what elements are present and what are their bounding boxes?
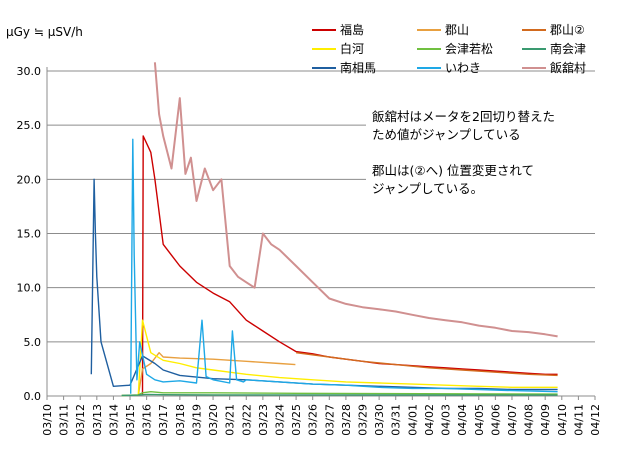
x-tick-label: 03/16 xyxy=(141,404,154,436)
x-tick-label: 04/07 xyxy=(506,404,519,436)
legend-label: 郡山② xyxy=(550,23,585,37)
y-tick-label: 5.0 xyxy=(24,336,42,349)
x-tick-label: 03/27 xyxy=(323,404,336,436)
x-tick-label: 03/22 xyxy=(240,404,253,436)
series-line-飯舘村 xyxy=(153,62,558,338)
y-tick-label: 25.0 xyxy=(17,119,42,132)
series-line-会津若松 xyxy=(121,391,558,397)
legend-label: 南相馬 xyxy=(340,60,376,75)
x-tick-label: 03/28 xyxy=(340,404,353,436)
series-line-郡山② xyxy=(296,352,558,377)
x-tick-label: 04/04 xyxy=(456,404,469,436)
x-tick-label: 04/06 xyxy=(489,404,502,436)
x-tick-label: 04/12 xyxy=(589,404,602,436)
series-line-いわき xyxy=(130,138,558,394)
x-tick-label: 03/26 xyxy=(307,404,320,436)
x-tick-label: 04/05 xyxy=(473,404,486,436)
x-tick-label: 03/17 xyxy=(157,404,170,436)
axes xyxy=(46,67,595,397)
legend-label: 飯舘村 xyxy=(550,60,586,75)
x-tick-label: 03/20 xyxy=(207,404,220,436)
legend-label: 南会津 xyxy=(550,41,586,56)
y-tick-label: 30.0 xyxy=(17,65,42,78)
y-tick-label: 0.0 xyxy=(24,390,42,403)
series-line-白河 xyxy=(121,319,558,397)
x-tick-label: 04/02 xyxy=(423,404,436,436)
annotation-box: 飯舘村はメータを2回切り替えた ため値がジャンプしている 郡山は(②へ) 位置変… xyxy=(366,102,596,202)
legend-label: 郡山 xyxy=(445,23,469,37)
y-tick-label: 10.0 xyxy=(17,282,42,295)
x-tick-label: 03/10 xyxy=(41,404,54,436)
legend-label: 白河 xyxy=(340,41,364,56)
x-tick-label: 03/19 xyxy=(190,404,203,436)
x-tick-label: 04/11 xyxy=(572,404,585,436)
y-tick-label: 15.0 xyxy=(17,228,42,241)
x-tick-label: 03/14 xyxy=(107,404,120,436)
series-line-南会津 xyxy=(121,393,558,397)
gridlines xyxy=(47,70,595,343)
x-tick-label: 03/15 xyxy=(124,404,137,436)
x-tick-label: 03/30 xyxy=(373,404,386,436)
x-tick-label: 04/03 xyxy=(440,404,453,436)
x-tick-label: 03/31 xyxy=(390,404,403,436)
x-tick-label: 04/08 xyxy=(523,404,536,436)
annotation-line-4: 郡山は(②へ) 位置変更されて xyxy=(372,163,534,178)
x-tick-label: 03/18 xyxy=(174,404,187,436)
y-tick-labels: 0.0 5.0 10.0 15.0 20.0 25.0 30.0 xyxy=(17,65,42,403)
series-lines xyxy=(90,62,558,397)
x-tick-label: 03/13 xyxy=(91,404,104,436)
y-axis-label: μGy ≒ μSV/h xyxy=(6,25,83,39)
x-tick-label: 03/23 xyxy=(257,404,270,436)
x-tick-label: 04/10 xyxy=(556,404,569,436)
legend-label: 会津若松 xyxy=(445,42,493,56)
x-tick-label: 04/01 xyxy=(406,404,419,436)
x-tick-labels: 03/10 03/11 03/12 03/13 03/14 03/15 03/16 03/17… xyxy=(41,396,602,436)
annotation-line-1: 飯舘村はメータを2回切り替えた xyxy=(372,109,555,124)
annotation-line-2: ため値がジャンプしている xyxy=(372,127,521,142)
x-tick-label: 03/21 xyxy=(224,404,237,436)
y-tick-label: 20.0 xyxy=(17,173,42,186)
x-tick-label: 03/29 xyxy=(357,404,370,436)
legend-label: いわき xyxy=(445,61,481,75)
x-tick-label: 03/25 xyxy=(290,404,303,436)
x-tick-label: 04/09 xyxy=(539,404,552,436)
annotation-line-5: ジャンプしている。 xyxy=(372,181,483,196)
x-tick-label: 03/11 xyxy=(58,404,71,436)
x-tick-label: 03/12 xyxy=(74,404,87,436)
x-tick-label: 03/24 xyxy=(273,404,286,436)
series-line-郡山 xyxy=(137,352,296,396)
legend-label: 福島 xyxy=(340,22,364,37)
